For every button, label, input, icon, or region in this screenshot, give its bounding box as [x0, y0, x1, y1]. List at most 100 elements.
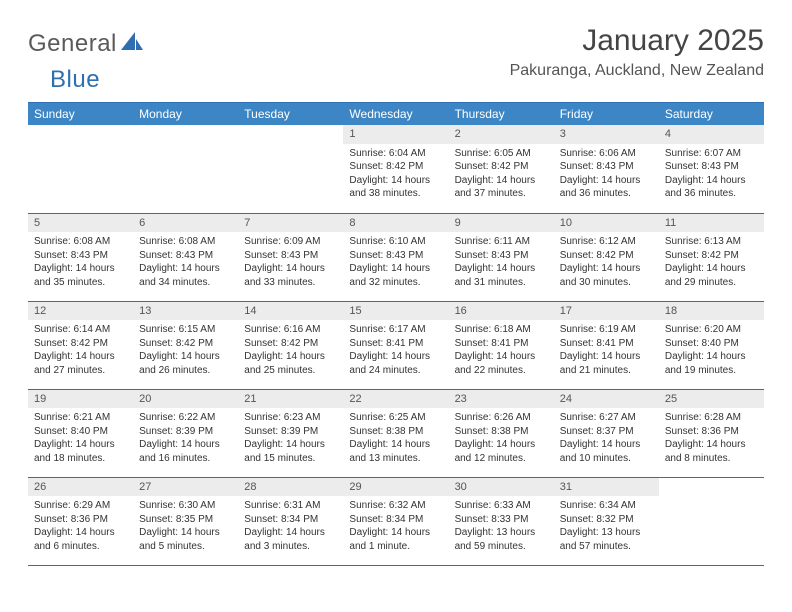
day-body: Sunrise: 6:34 AMSunset: 8:32 PMDaylight:…: [554, 498, 659, 556]
day-day1: Daylight: 14 hours: [139, 350, 232, 364]
day-body: Sunrise: 6:17 AMSunset: 8:41 PMDaylight:…: [343, 322, 448, 380]
col-saturday: Saturday: [659, 103, 764, 125]
calendar-cell: 27Sunrise: 6:30 AMSunset: 8:35 PMDayligh…: [133, 477, 238, 565]
calendar-cell: 15Sunrise: 6:17 AMSunset: 8:41 PMDayligh…: [343, 301, 448, 389]
location: Pakuranga, Auckland, New Zealand: [510, 62, 764, 80]
day-sunrise: Sunrise: 6:22 AM: [139, 411, 232, 425]
day-sunrise: Sunrise: 6:09 AM: [244, 235, 337, 249]
day-day1: Daylight: 14 hours: [349, 174, 442, 188]
day-day2: and 25 minutes.: [244, 364, 337, 378]
day-sunset: Sunset: 8:43 PM: [560, 160, 653, 174]
day-sunset: Sunset: 8:38 PM: [455, 425, 548, 439]
calendar-cell: 5Sunrise: 6:08 AMSunset: 8:43 PMDaylight…: [28, 213, 133, 301]
day-sunrise: Sunrise: 6:32 AM: [349, 499, 442, 513]
day-number: 25: [659, 390, 764, 409]
day-day2: and 16 minutes.: [139, 452, 232, 466]
day-sunset: Sunset: 8:43 PM: [34, 249, 127, 263]
day-sunrise: Sunrise: 6:14 AM: [34, 323, 127, 337]
calendar-cell: 9Sunrise: 6:11 AMSunset: 8:43 PMDaylight…: [449, 213, 554, 301]
day-day1: Daylight: 14 hours: [455, 350, 548, 364]
day-day2: and 3 minutes.: [244, 540, 337, 554]
day-body: Sunrise: 6:21 AMSunset: 8:40 PMDaylight:…: [28, 410, 133, 468]
day-sunrise: Sunrise: 6:15 AM: [139, 323, 232, 337]
calendar-cell: 29Sunrise: 6:32 AMSunset: 8:34 PMDayligh…: [343, 477, 448, 565]
day-sunrise: Sunrise: 6:08 AM: [34, 235, 127, 249]
day-day1: Daylight: 13 hours: [560, 526, 653, 540]
day-number: 7: [238, 214, 343, 233]
day-day2: and 34 minutes.: [139, 276, 232, 290]
day-number: 17: [554, 302, 659, 321]
day-day2: and 35 minutes.: [34, 276, 127, 290]
day-day2: and 6 minutes.: [34, 540, 127, 554]
day-day1: Daylight: 14 hours: [139, 438, 232, 452]
day-sunset: Sunset: 8:43 PM: [665, 160, 758, 174]
day-sunset: Sunset: 8:43 PM: [455, 249, 548, 263]
logo-text-a: General: [28, 30, 117, 58]
day-sunset: Sunset: 8:41 PM: [455, 337, 548, 351]
day-sunrise: Sunrise: 6:06 AM: [560, 147, 653, 161]
day-day1: Daylight: 14 hours: [455, 262, 548, 276]
day-day2: and 15 minutes.: [244, 452, 337, 466]
day-body: Sunrise: 6:16 AMSunset: 8:42 PMDaylight:…: [238, 322, 343, 380]
day-day2: and 33 minutes.: [244, 276, 337, 290]
day-sunset: Sunset: 8:34 PM: [244, 513, 337, 527]
day-sunset: Sunset: 8:42 PM: [34, 337, 127, 351]
calendar-cell: 20Sunrise: 6:22 AMSunset: 8:39 PMDayligh…: [133, 389, 238, 477]
page: General January 2025 Pakuranga, Auckland…: [0, 0, 792, 586]
day-body: Sunrise: 6:11 AMSunset: 8:43 PMDaylight:…: [449, 234, 554, 292]
day-sunrise: Sunrise: 6:28 AM: [665, 411, 758, 425]
day-body: Sunrise: 6:05 AMSunset: 8:42 PMDaylight:…: [449, 146, 554, 204]
day-number: 14: [238, 302, 343, 321]
day-sunrise: Sunrise: 6:19 AM: [560, 323, 653, 337]
calendar-cell: 14Sunrise: 6:16 AMSunset: 8:42 PMDayligh…: [238, 301, 343, 389]
day-body: Sunrise: 6:09 AMSunset: 8:43 PMDaylight:…: [238, 234, 343, 292]
day-day1: Daylight: 14 hours: [665, 262, 758, 276]
day-day1: Daylight: 14 hours: [244, 526, 337, 540]
calendar-cell: 17Sunrise: 6:19 AMSunset: 8:41 PMDayligh…: [554, 301, 659, 389]
calendar-week-row: 1Sunrise: 6:04 AMSunset: 8:42 PMDaylight…: [28, 125, 764, 213]
day-body: Sunrise: 6:32 AMSunset: 8:34 PMDaylight:…: [343, 498, 448, 556]
day-day2: and 31 minutes.: [455, 276, 548, 290]
day-body: Sunrise: 6:27 AMSunset: 8:37 PMDaylight:…: [554, 410, 659, 468]
calendar-week-row: 19Sunrise: 6:21 AMSunset: 8:40 PMDayligh…: [28, 389, 764, 477]
day-body: Sunrise: 6:30 AMSunset: 8:35 PMDaylight:…: [133, 498, 238, 556]
calendar-week-row: 12Sunrise: 6:14 AMSunset: 8:42 PMDayligh…: [28, 301, 764, 389]
day-sunset: Sunset: 8:40 PM: [665, 337, 758, 351]
day-sunrise: Sunrise: 6:04 AM: [349, 147, 442, 161]
day-sunrise: Sunrise: 6:20 AM: [665, 323, 758, 337]
calendar-table: Sunday Monday Tuesday Wednesday Thursday…: [28, 103, 764, 566]
day-body: Sunrise: 6:13 AMSunset: 8:42 PMDaylight:…: [659, 234, 764, 292]
day-sunset: Sunset: 8:35 PM: [139, 513, 232, 527]
day-day2: and 13 minutes.: [349, 452, 442, 466]
day-day1: Daylight: 14 hours: [34, 438, 127, 452]
day-number: 1: [343, 125, 448, 144]
day-sunset: Sunset: 8:39 PM: [139, 425, 232, 439]
day-sunset: Sunset: 8:38 PM: [349, 425, 442, 439]
col-sunday: Sunday: [28, 103, 133, 125]
day-sunset: Sunset: 8:43 PM: [349, 249, 442, 263]
day-sunrise: Sunrise: 6:18 AM: [455, 323, 548, 337]
day-day2: and 5 minutes.: [139, 540, 232, 554]
day-body: Sunrise: 6:29 AMSunset: 8:36 PMDaylight:…: [28, 498, 133, 556]
day-day1: Daylight: 14 hours: [560, 438, 653, 452]
day-sunrise: Sunrise: 6:23 AM: [244, 411, 337, 425]
day-number: 13: [133, 302, 238, 321]
day-sunset: Sunset: 8:42 PM: [139, 337, 232, 351]
day-body: Sunrise: 6:18 AMSunset: 8:41 PMDaylight:…: [449, 322, 554, 380]
day-day2: and 36 minutes.: [665, 187, 758, 201]
day-sunset: Sunset: 8:42 PM: [560, 249, 653, 263]
day-day1: Daylight: 14 hours: [665, 350, 758, 364]
day-sunrise: Sunrise: 6:07 AM: [665, 147, 758, 161]
day-day2: and 8 minutes.: [665, 452, 758, 466]
day-day1: Daylight: 14 hours: [665, 174, 758, 188]
day-body: Sunrise: 6:19 AMSunset: 8:41 PMDaylight:…: [554, 322, 659, 380]
calendar-cell: 12Sunrise: 6:14 AMSunset: 8:42 PMDayligh…: [28, 301, 133, 389]
day-day2: and 10 minutes.: [560, 452, 653, 466]
day-day2: and 21 minutes.: [560, 364, 653, 378]
day-number: 30: [449, 478, 554, 497]
calendar-cell: 3Sunrise: 6:06 AMSunset: 8:43 PMDaylight…: [554, 125, 659, 213]
day-sunrise: Sunrise: 6:17 AM: [349, 323, 442, 337]
day-day1: Daylight: 14 hours: [349, 526, 442, 540]
day-sunset: Sunset: 8:32 PM: [560, 513, 653, 527]
day-number: 10: [554, 214, 659, 233]
